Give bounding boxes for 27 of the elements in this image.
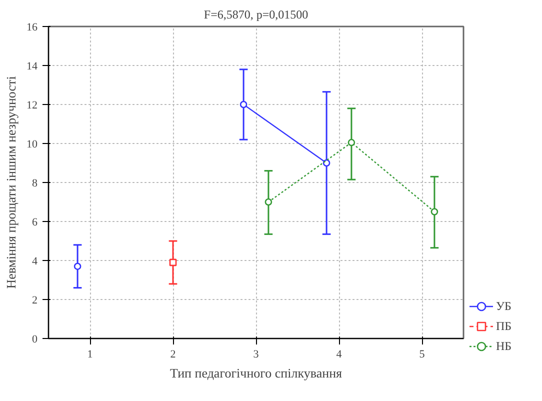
- legend-label: НБ: [496, 338, 513, 354]
- legend-label: ПБ: [496, 318, 513, 334]
- x-tick-label: 1: [87, 348, 93, 360]
- x-tick-label: 5: [419, 348, 426, 360]
- y-tick-label: 14: [26, 60, 38, 72]
- x-tick-label: 4: [336, 348, 342, 360]
- point: [240, 100, 248, 108]
- x-tick-label: 2: [170, 348, 176, 360]
- x-tick-label: 3: [253, 348, 260, 360]
- y-axis-title: Невміння прощати іншим незручності: [4, 76, 18, 289]
- point: [264, 198, 272, 206]
- point: [322, 159, 330, 167]
- y-tick-label: 10: [26, 138, 38, 150]
- y-tick-label: 4: [32, 256, 38, 268]
- legend-label: УБ: [496, 298, 512, 314]
- y-tick-label: 6: [32, 216, 38, 228]
- y-tick-label: 12: [26, 100, 38, 112]
- point: [169, 258, 177, 266]
- y-tick-label: 2: [32, 294, 38, 306]
- y-tick-label: 8: [32, 178, 38, 190]
- point: [348, 138, 356, 146]
- point: [74, 262, 82, 270]
- chart-title: F=6,5870, p=0,01500: [204, 8, 308, 22]
- x-axis-title: Тип педагогічного спілкування: [170, 366, 342, 380]
- point: [430, 208, 438, 216]
- y-tick-label: 0: [32, 334, 38, 346]
- y-tick-label: 16: [26, 22, 38, 34]
